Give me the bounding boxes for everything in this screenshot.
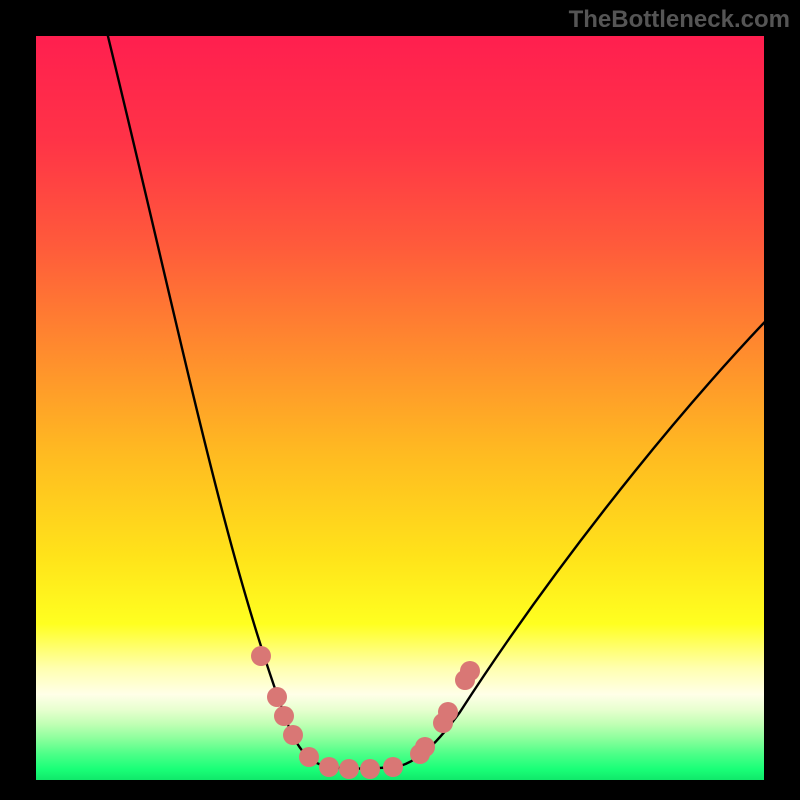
image-root: TheBottleneck.com bbox=[0, 0, 800, 800]
curve-marker bbox=[267, 687, 287, 707]
curve-marker bbox=[339, 759, 359, 779]
curve-marker bbox=[251, 646, 271, 666]
curve-marker bbox=[274, 706, 294, 726]
curve-marker bbox=[460, 661, 480, 681]
curve-marker bbox=[383, 757, 403, 777]
curve-marker bbox=[283, 725, 303, 745]
plot-area bbox=[36, 36, 764, 780]
curve-marker bbox=[319, 757, 339, 777]
curve-marker bbox=[299, 747, 319, 767]
watermark-text: TheBottleneck.com bbox=[569, 6, 790, 34]
curve-marker bbox=[415, 737, 435, 757]
curve-marker bbox=[438, 702, 458, 722]
curve-marker bbox=[360, 759, 380, 779]
